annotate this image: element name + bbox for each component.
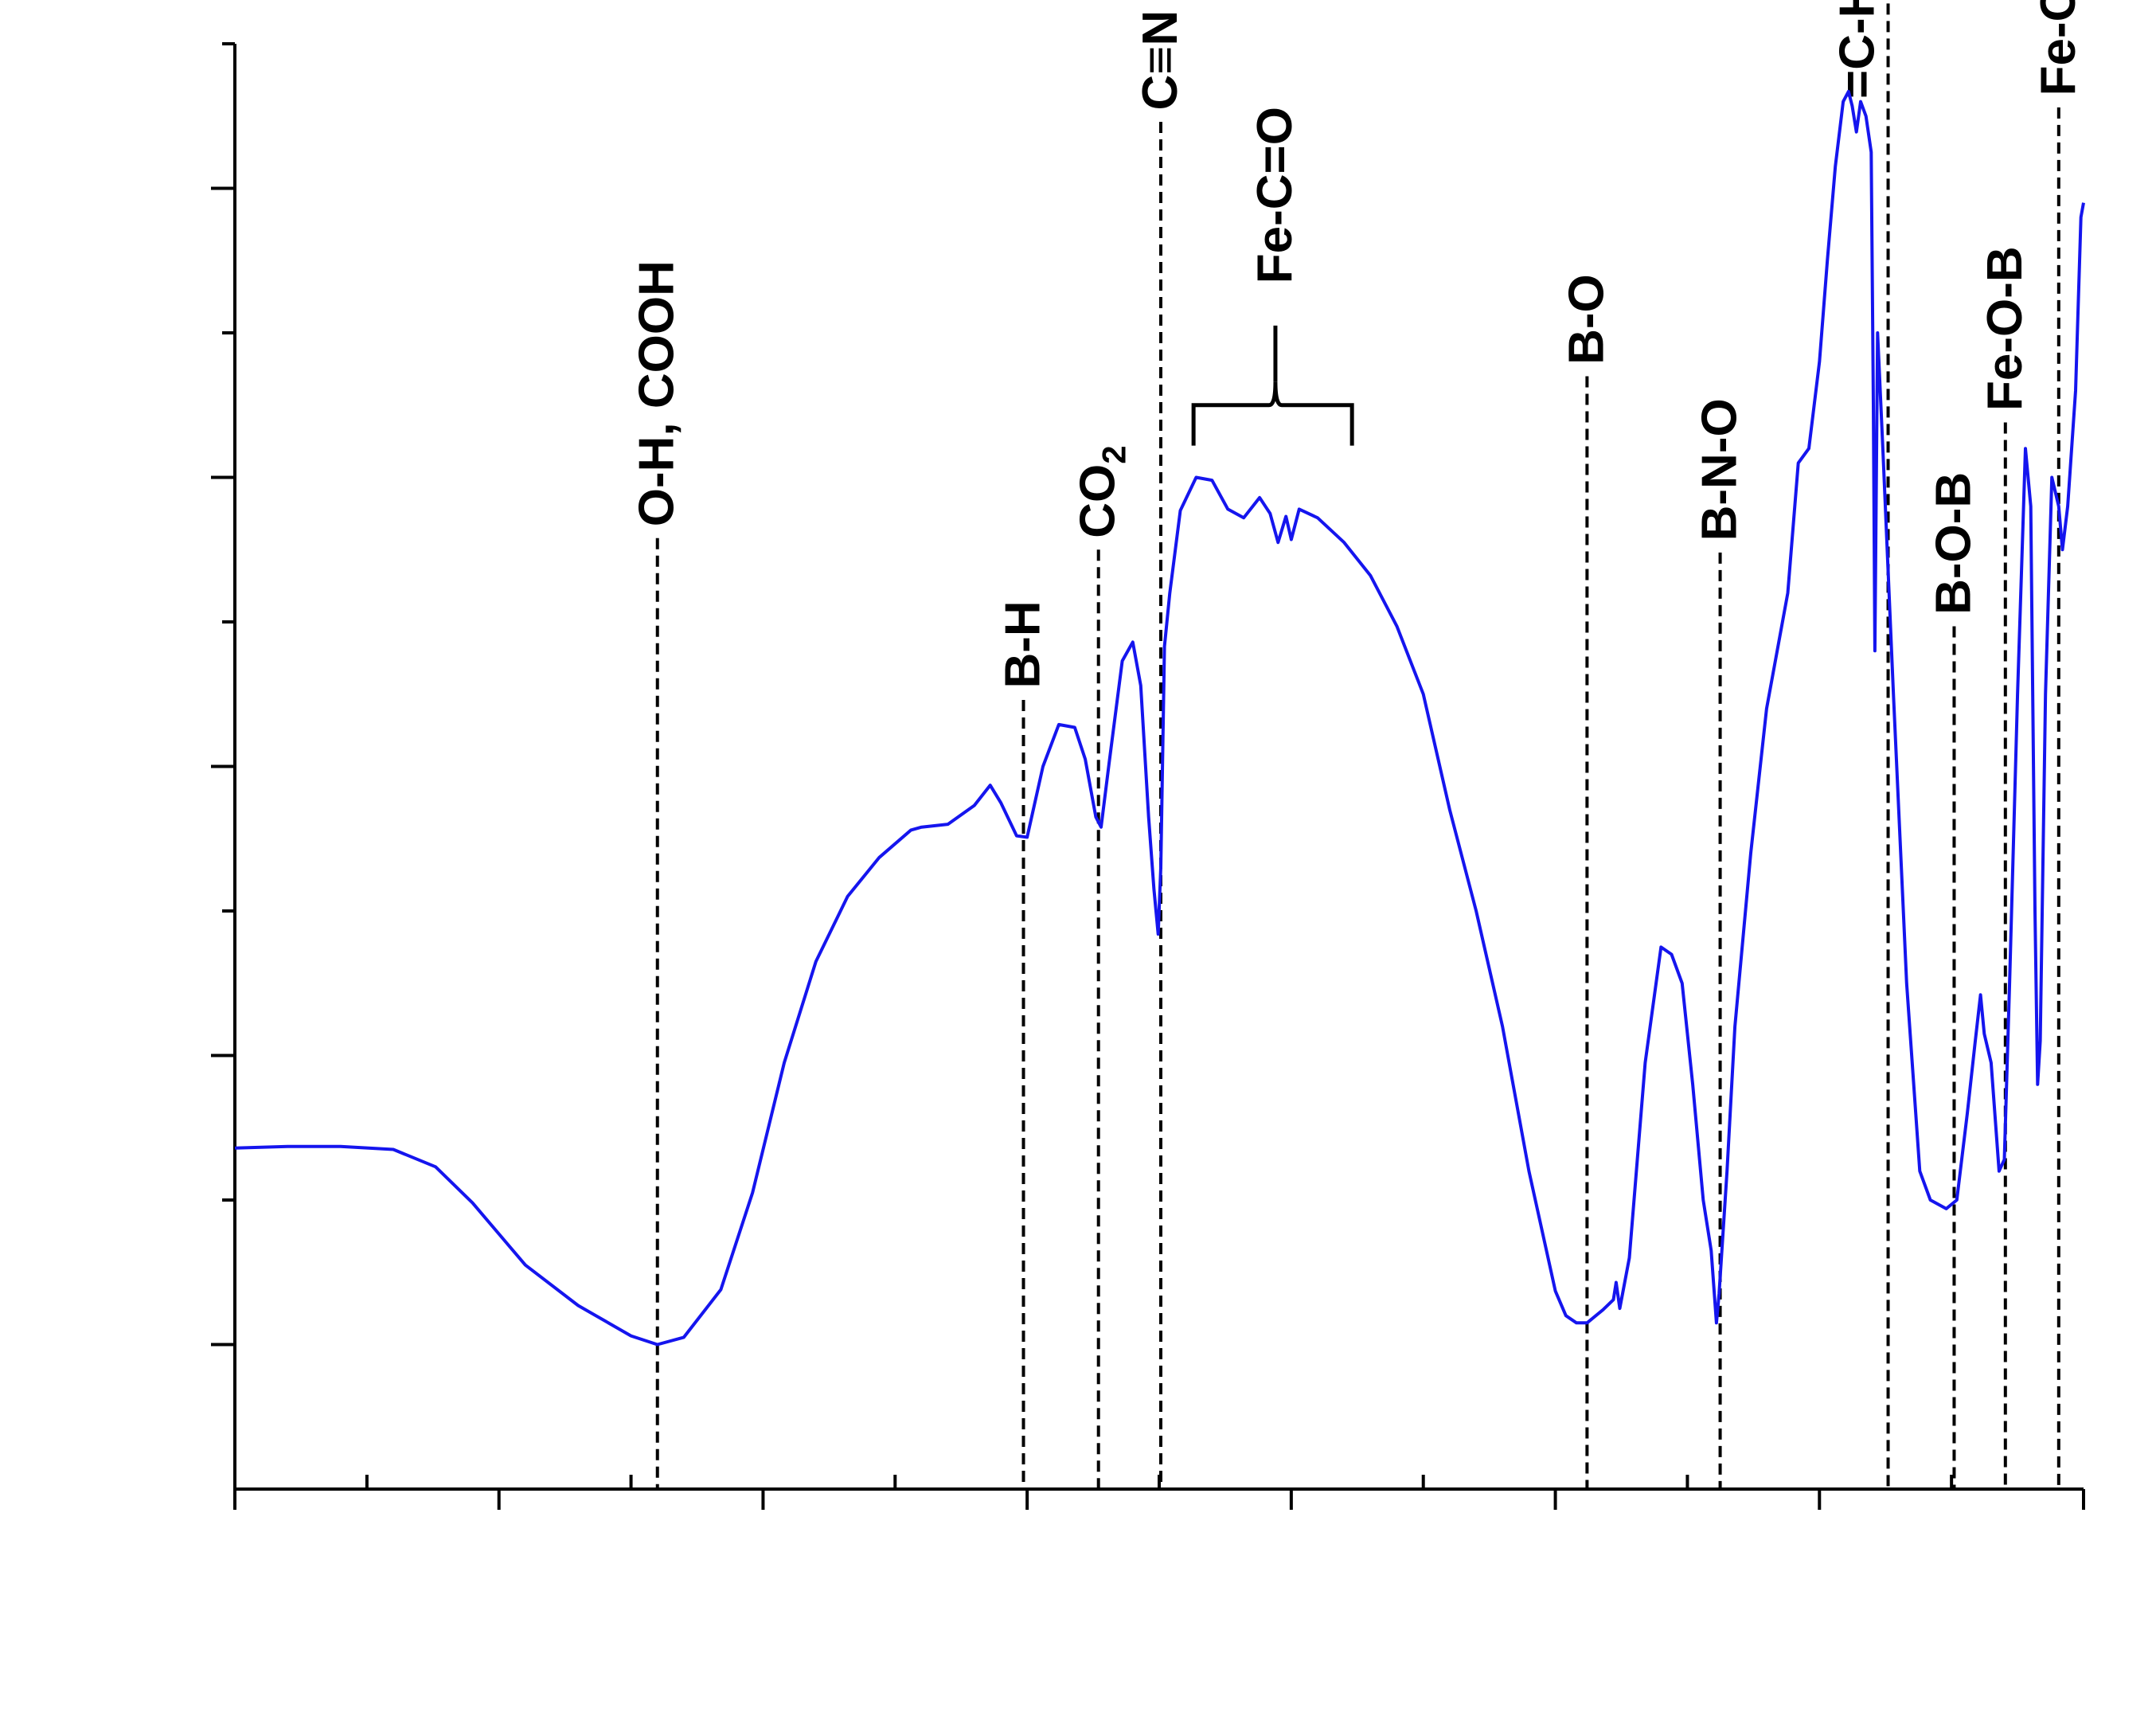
annotation-label: Fe-C=O	[1248, 107, 1303, 283]
annotation-label-text: Fe-O-B	[1978, 246, 2033, 411]
annotations: O-H, COOH B-H CO2 C≡N Fe-C=O B-O B-N-O =C-H B-O-…	[630, 0, 2086, 1489]
axes	[211, 42, 2085, 1510]
annotation-label: Fe-O-B	[1978, 246, 2033, 411]
annotation-label: C≡N	[1133, 10, 1188, 111]
annotation-label: =C-H	[1830, 0, 1885, 99]
annotation-label-text: C≡N	[1133, 10, 1188, 111]
annotation-label: B-O	[1559, 274, 1614, 365]
annotation-label-text: B-N-O	[1693, 398, 1748, 541]
annotation-label-text: O-H, COOH	[630, 260, 685, 526]
annotation-label-text: B-O-B	[1926, 472, 1981, 615]
annotation-label-text: Fe-O	[2031, 0, 2086, 96]
series	[234, 89, 2085, 1347]
annotation-label-text: B-O	[1559, 274, 1614, 365]
series-line-0	[234, 89, 2085, 1347]
annotation-bracket	[1191, 381, 1354, 446]
annotation-label: B-N-O	[1693, 398, 1748, 541]
annotation-label-text: =C-H	[1830, 0, 1885, 99]
annotation-label-text: B-H	[995, 600, 1050, 688]
annotation-label: B-O-B	[1926, 472, 1981, 615]
annotation-label: B-H	[995, 600, 1050, 688]
annotation-label-text: CO	[1071, 464, 1126, 538]
annotation-label-subscript: 2	[1096, 445, 1133, 463]
annotation-label: O-H, COOH	[630, 260, 685, 526]
annotation-label: CO2	[1071, 445, 1133, 538]
annotation-label: Fe-O	[2031, 0, 2086, 96]
annotation-label-text: Fe-C=O	[1248, 107, 1303, 283]
